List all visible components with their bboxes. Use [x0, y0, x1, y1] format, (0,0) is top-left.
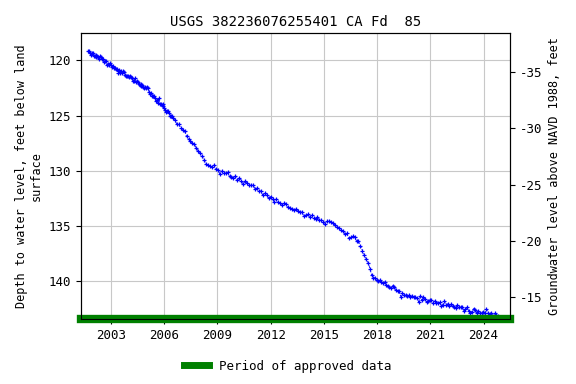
Title: USGS 382236076255401 CA Fd  85: USGS 382236076255401 CA Fd 85 [170, 15, 421, 29]
Legend: Period of approved data: Period of approved data [179, 355, 397, 378]
Y-axis label: Depth to water level, feet below land
surface: Depth to water level, feet below land su… [15, 45, 43, 308]
Y-axis label: Groundwater level above NAVD 1988, feet: Groundwater level above NAVD 1988, feet [548, 37, 561, 315]
